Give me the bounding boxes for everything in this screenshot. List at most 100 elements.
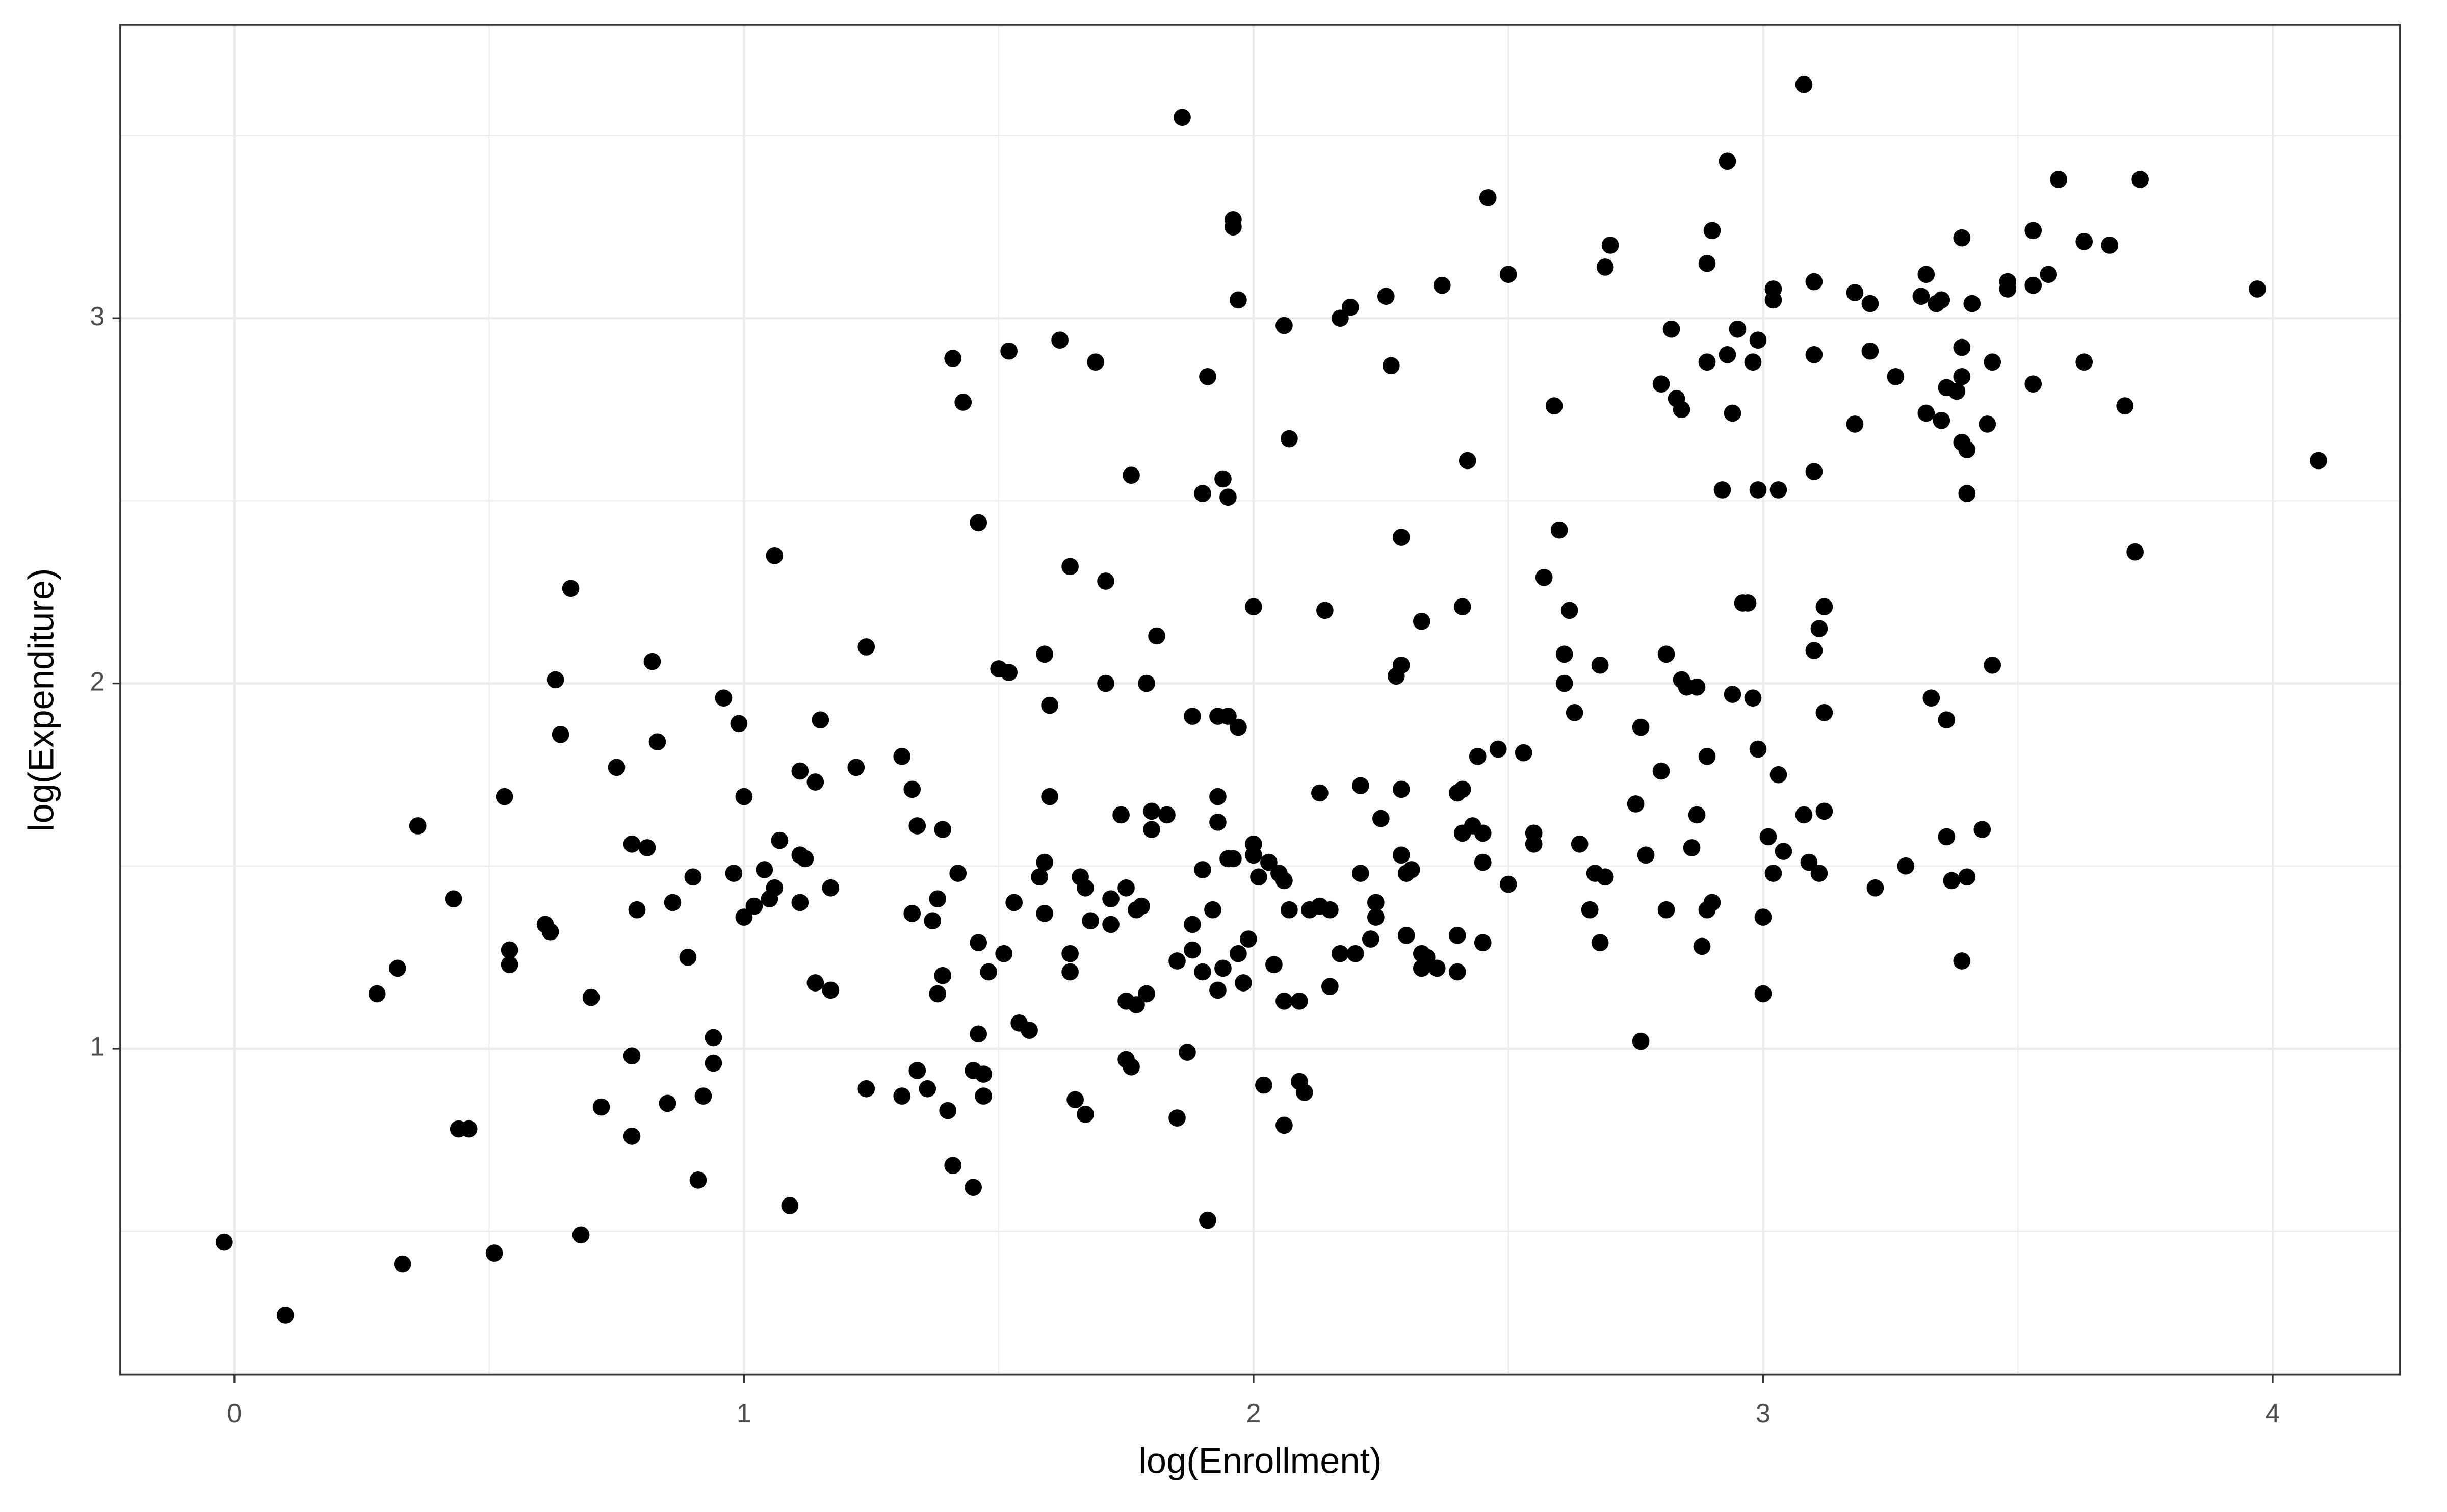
point <box>1061 963 1079 981</box>
point <box>1632 1032 1650 1050</box>
point <box>1066 1091 1084 1109</box>
point <box>1979 415 1996 433</box>
point <box>1275 317 1293 334</box>
point <box>1102 890 1120 908</box>
point <box>1209 813 1227 831</box>
point <box>924 912 942 930</box>
point <box>1474 934 1492 952</box>
point <box>893 1087 911 1105</box>
point <box>939 1102 957 1119</box>
point <box>1225 211 1242 228</box>
point <box>1693 937 1711 955</box>
point <box>1662 320 1680 338</box>
y-tick-label: 1 <box>90 1032 105 1062</box>
point <box>1367 894 1385 911</box>
point <box>796 850 814 868</box>
point <box>1560 602 1578 619</box>
point <box>1637 846 1655 864</box>
point <box>1041 696 1058 714</box>
point <box>1805 463 1823 480</box>
point <box>934 821 952 838</box>
point <box>771 831 789 849</box>
point <box>1912 288 1930 305</box>
point <box>1275 1116 1293 1134</box>
point <box>1036 853 1053 871</box>
point <box>1922 689 1940 707</box>
point <box>1352 777 1369 794</box>
point <box>1199 1211 1216 1229</box>
point <box>460 1120 478 1138</box>
point <box>1948 382 1966 400</box>
point <box>975 1087 993 1105</box>
point <box>2024 276 2042 294</box>
point <box>903 780 921 798</box>
point <box>1402 861 1420 878</box>
point <box>496 788 513 805</box>
point <box>1897 857 1915 875</box>
point <box>1041 788 1058 805</box>
point <box>562 580 580 597</box>
point <box>1474 824 1492 842</box>
point <box>1754 985 1772 1003</box>
point <box>1846 415 1864 433</box>
point <box>1184 708 1201 725</box>
point <box>1474 853 1492 871</box>
point <box>2131 171 2149 188</box>
point <box>1352 865 1369 882</box>
point <box>2024 375 2042 393</box>
point <box>2075 232 2093 250</box>
point <box>1581 901 1599 919</box>
point <box>2116 397 2133 414</box>
point <box>1377 288 1395 305</box>
point <box>501 956 518 974</box>
point <box>1815 802 1833 820</box>
point <box>1815 704 1833 721</box>
point <box>1204 901 1221 919</box>
point <box>1953 368 1971 385</box>
point <box>368 985 386 1003</box>
point <box>1082 912 1099 930</box>
point <box>623 1128 641 1145</box>
point <box>1698 353 1716 371</box>
point <box>1571 835 1589 853</box>
point <box>1769 481 1787 499</box>
point <box>1754 908 1772 926</box>
point <box>1209 981 1227 999</box>
point <box>1448 963 1466 981</box>
point <box>1724 686 1741 703</box>
point <box>1418 949 1436 966</box>
point <box>1963 295 1981 312</box>
point <box>1036 645 1053 663</box>
point <box>970 934 987 952</box>
point <box>1683 839 1701 856</box>
point <box>1392 780 1410 798</box>
point <box>1281 430 1298 448</box>
point <box>1739 594 1757 612</box>
point <box>684 868 702 886</box>
point <box>1168 952 1186 970</box>
point <box>1128 996 1145 1013</box>
point <box>1953 952 1971 970</box>
point <box>216 1233 233 1251</box>
point <box>2310 452 2327 470</box>
point <box>628 901 646 919</box>
point <box>1255 1076 1272 1094</box>
point <box>735 788 753 805</box>
point <box>643 653 661 670</box>
point <box>2075 353 2093 371</box>
point <box>1688 806 1706 824</box>
point <box>1984 353 2001 371</box>
x-tick-label: 2 <box>1246 1399 1261 1428</box>
point <box>1591 934 1609 952</box>
point <box>1938 711 1956 729</box>
point <box>1673 401 1690 419</box>
point <box>1077 879 1094 897</box>
point <box>1744 689 1762 707</box>
point <box>1759 828 1777 846</box>
point <box>1392 846 1410 864</box>
x-tick-label: 4 <box>2266 1399 2280 1428</box>
point <box>1194 861 1211 878</box>
point <box>1174 109 1191 126</box>
point <box>1265 956 1283 974</box>
